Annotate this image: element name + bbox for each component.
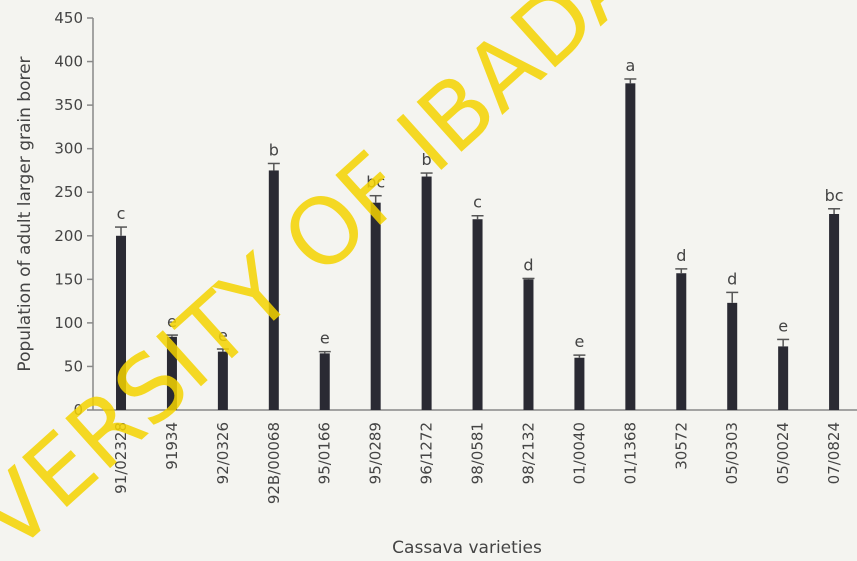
bar [625,83,636,410]
y-tick-label: 50 [64,357,83,375]
bar [116,235,127,410]
bar [727,302,738,410]
x-tick-label: 92/0326 [214,422,232,484]
bar [523,279,534,410]
x-tick-label: 96/1272 [418,422,436,484]
error-bar [675,268,688,274]
significance-letter: bc [825,186,844,205]
bar [370,202,381,410]
significance-letter: d [727,269,737,288]
error-bar [573,354,586,358]
significance-letter: b [269,140,279,159]
significance-letter: c [473,193,482,212]
x-tick-label: 30572 [672,422,690,470]
x-tick-label: 95/0289 [367,422,385,484]
significance-letter: e [778,316,788,335]
error-bar [522,277,535,280]
y-tick-label: 100 [54,314,83,332]
significance-letter: e [218,326,228,345]
y-tick-label: 300 [54,140,83,158]
significance-letter: b [422,150,432,169]
error-bar [115,226,128,236]
error-bar [420,172,433,177]
y-tick-label: 450 [54,9,83,27]
error-bar [267,162,280,171]
error-bar [777,338,790,347]
y-tick-label: 350 [54,96,83,114]
x-tick-label: 92B/00068 [265,422,283,504]
error-bar [165,334,178,337]
bar [421,176,432,410]
x-tick-label: 91/02328 [112,422,130,494]
x-tick-label: 05/0024 [774,422,792,484]
significance-letter: e [320,329,330,348]
significance-letter: d [676,246,686,265]
significance-letter: e [574,332,584,351]
significance-letter: e [167,312,177,331]
y-axis-label: Population of adult larger grain borer [15,56,35,371]
bar [217,351,228,410]
x-axis-label: Cassava varieties [392,538,542,558]
y-tick-label: 400 [54,53,83,71]
significance-letter: c [117,204,126,223]
x-tick-label: 07/0824 [825,422,843,484]
bar [268,170,279,410]
bar [472,219,483,410]
bar [574,357,585,410]
x-tick-label: 05/0303 [723,422,741,484]
x-tick-label: 01/1368 [621,422,639,484]
error-bar [369,194,382,203]
significance-letter: a [625,56,635,75]
bar [166,336,177,410]
error-bar [216,348,229,352]
error-bar [318,350,331,354]
x-tick-label: 95/0166 [316,422,334,484]
bar [778,346,789,410]
error-bar [828,208,841,214]
significance-letter: d [523,255,533,274]
x-tick-label: 91934 [163,422,181,470]
y-tick-label: 0 [73,401,83,419]
x-tick-label: 01/0040 [570,422,588,484]
bar [829,214,840,410]
bar [319,353,330,410]
significance-letter: bc [366,173,385,192]
error-bar [471,214,484,220]
x-tick-label: 98/2132 [519,422,537,484]
x-tick-label: 98/0581 [469,422,487,484]
y-tick-label: 150 [54,270,83,288]
y-tick-label: 200 [54,227,83,245]
error-bar [726,291,739,303]
y-tick-label: 250 [54,183,83,201]
bar [676,273,687,410]
error-bar [624,78,637,84]
